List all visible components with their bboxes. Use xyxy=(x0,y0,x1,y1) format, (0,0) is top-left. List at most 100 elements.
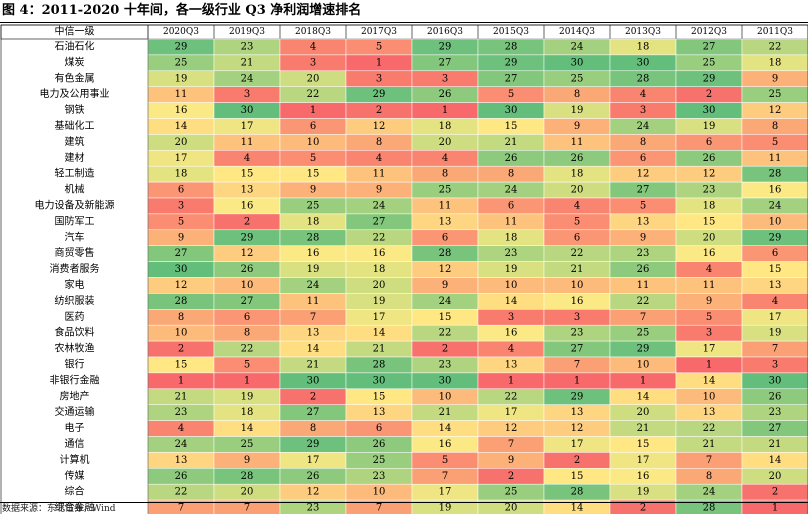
cell-value: 13 xyxy=(703,407,716,418)
column-header-2019Q3: 2019Q3 xyxy=(229,27,265,37)
cell-value: 26 xyxy=(571,153,584,164)
cell-value: 2 xyxy=(706,89,712,100)
source-divider xyxy=(0,502,808,503)
cell-value: 13 xyxy=(571,407,584,418)
cell-value: 16 xyxy=(571,296,584,307)
cell-value: 28 xyxy=(307,232,320,243)
cell-value: 29 xyxy=(175,41,188,52)
cell-value: 1 xyxy=(244,375,250,386)
cell-value: 10 xyxy=(505,280,518,291)
row-label: 钢铁 xyxy=(65,103,85,116)
column-header-2016Q3: 2016Q3 xyxy=(427,27,463,37)
cell-value: 1 xyxy=(772,503,778,514)
cell-value: 2 xyxy=(772,487,778,498)
cell-value: 3 xyxy=(178,200,184,211)
cell-value: 4 xyxy=(244,153,250,164)
cell-value: 10 xyxy=(703,391,716,402)
row-label: 计算机 xyxy=(60,453,90,466)
cell-value: 21 xyxy=(571,264,584,275)
cell-value: 4 xyxy=(376,153,382,164)
cell-value: 10 xyxy=(241,280,254,291)
column-header-2017Q3: 2017Q3 xyxy=(361,27,397,37)
cell-value: 16 xyxy=(241,200,254,211)
cell-value: 29 xyxy=(307,439,320,450)
cell-value: 24 xyxy=(769,200,782,211)
cell-value: 9 xyxy=(178,232,184,243)
cell-value: 14 xyxy=(769,455,782,466)
cell-value: 5 xyxy=(706,312,712,323)
cell-value: 30 xyxy=(241,105,254,116)
cell-value: 21 xyxy=(241,57,254,68)
cell-value: 10 xyxy=(769,216,782,227)
cell-value: 6 xyxy=(310,121,316,132)
cell-value: 16 xyxy=(307,248,320,259)
row-label: 机械 xyxy=(65,183,85,196)
cell-value: 30 xyxy=(703,105,716,116)
cell-value: 20 xyxy=(703,232,716,243)
cell-value: 17 xyxy=(175,153,188,164)
cell-value: 12 xyxy=(637,169,650,180)
row-label: 房地产 xyxy=(60,389,90,402)
column-header-2020Q3: 2020Q3 xyxy=(163,27,199,37)
cell-value: 18 xyxy=(505,232,518,243)
cell-value: 9 xyxy=(574,121,580,132)
cell-value: 7 xyxy=(508,439,514,450)
cell-value: 18 xyxy=(439,121,452,132)
cell-value: 15 xyxy=(175,359,188,370)
cell-value: 25 xyxy=(439,185,452,196)
cell-value: 22 xyxy=(307,89,320,100)
cell-value: 8 xyxy=(376,137,382,148)
cell-value: 3 xyxy=(442,73,448,84)
cell-value: 30 xyxy=(373,375,386,386)
cell-value: 27 xyxy=(373,216,386,227)
heat-cell xyxy=(741,499,808,514)
cell-value: 29 xyxy=(769,232,782,243)
cell-value: 22 xyxy=(703,423,716,434)
cell-value: 3 xyxy=(574,312,580,323)
cell-value: 26 xyxy=(769,391,782,402)
cell-value: 22 xyxy=(373,232,386,243)
cell-value: 24 xyxy=(571,41,584,52)
cell-value: 3 xyxy=(706,328,712,339)
cell-value: 4 xyxy=(310,41,316,52)
cell-value: 25 xyxy=(769,89,782,100)
cell-value: 12 xyxy=(175,280,188,291)
cell-value: 6 xyxy=(640,153,646,164)
cell-value: 25 xyxy=(637,328,650,339)
cell-value: 28 xyxy=(505,41,518,52)
cell-value: 19 xyxy=(769,328,782,339)
cell-value: 27 xyxy=(307,407,320,418)
cell-value: 5 xyxy=(178,216,184,227)
cell-value: 24 xyxy=(307,280,320,291)
cell-value: 14 xyxy=(571,503,584,514)
cell-value: 19 xyxy=(637,487,650,498)
cell-value: 20 xyxy=(505,503,518,514)
cell-value: 16 xyxy=(439,439,452,450)
cell-value: 2 xyxy=(442,344,448,355)
cell-value: 12 xyxy=(241,248,254,259)
cell-value: 17 xyxy=(637,455,650,466)
cell-value: 21 xyxy=(175,391,188,402)
cell-value: 21 xyxy=(505,137,518,148)
cell-value: 12 xyxy=(505,423,518,434)
cell-value: 26 xyxy=(373,439,386,450)
cell-value: 3 xyxy=(772,359,778,370)
cell-value: 23 xyxy=(175,407,188,418)
cell-value: 5 xyxy=(442,455,448,466)
row-label: 轻工制造 xyxy=(55,167,95,180)
cell-value: 17 xyxy=(307,455,320,466)
column-header-2018Q3: 2018Q3 xyxy=(295,27,331,37)
cell-value: 2 xyxy=(310,391,316,402)
table-frame xyxy=(0,24,808,514)
cell-value: 11 xyxy=(505,216,518,227)
cell-value: 2 xyxy=(244,216,250,227)
cell-value: 24 xyxy=(703,487,716,498)
row-label: 纺织服装 xyxy=(55,294,95,307)
cell-value: 27 xyxy=(769,423,782,434)
row-label: 煤炭 xyxy=(65,55,85,68)
cell-value: 25 xyxy=(571,73,584,84)
cell-value: 5 xyxy=(772,137,778,148)
cell-value: 12 xyxy=(769,105,782,116)
cell-value: 29 xyxy=(571,391,584,402)
cell-value: 18 xyxy=(373,264,386,275)
